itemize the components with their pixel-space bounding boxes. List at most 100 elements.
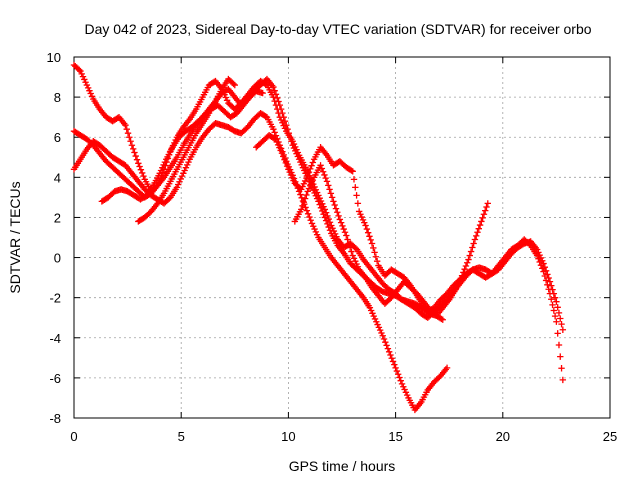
data-point-interp: [294, 153, 302, 160]
data-point-interp: [84, 84, 92, 92]
data-point-interp: [545, 286, 552, 293]
data-point: [278, 150, 286, 157]
data-point-interp: [129, 145, 137, 153]
data-point: [308, 220, 316, 227]
data-point-interp: [384, 345, 392, 352]
data-point-interp: [370, 312, 377, 320]
y-tick-label: 0: [54, 251, 61, 266]
data-point-interp: [311, 225, 318, 233]
data-point-interp: [310, 223, 317, 230]
data-point-interp: [358, 213, 365, 221]
data-point-interp: [223, 97, 231, 104]
data-point-interp: [281, 156, 288, 163]
data-point-interp: [393, 367, 401, 375]
data-point-interp: [438, 315, 445, 323]
data-point-interp: [318, 165, 326, 172]
data-point-interp: [467, 248, 475, 255]
data-point-interp: [354, 200, 362, 207]
x-axis-label: GPS time / hours: [289, 458, 396, 474]
data-point-interp: [555, 341, 563, 349]
data-point: [77, 67, 84, 75]
data-point-interp: [132, 152, 139, 160]
data-point-interp: [313, 195, 321, 202]
data-point-interp: [475, 225, 482, 232]
grid-lines: [74, 57, 610, 418]
data-point-interp: [307, 165, 314, 173]
data-point-interp: [124, 130, 132, 137]
data-point-interp: [322, 217, 330, 224]
data-point-interp: [456, 278, 463, 285]
data-point: [465, 256, 472, 263]
data-point-interp: [271, 135, 278, 142]
data-point-interp: [174, 181, 182, 188]
data-point-interp: [282, 159, 290, 167]
data-point-interp: [88, 93, 96, 100]
data-point-interp: [301, 167, 308, 174]
data-point-interp: [348, 248, 355, 255]
data-point: [317, 162, 324, 169]
data-point-interp: [353, 260, 360, 268]
y-tick-label: 8: [54, 90, 61, 105]
data-point-interp: [184, 161, 191, 169]
data-point: [546, 278, 554, 285]
data-point-interp: [326, 186, 333, 193]
data-point-interp: [301, 177, 309, 185]
data-point-interp: [549, 301, 556, 309]
data-point-interp: [388, 355, 395, 362]
data-point: [128, 142, 136, 149]
data-point-interp: [299, 183, 306, 190]
data-point-interp: [325, 223, 332, 231]
data-point: [540, 268, 547, 275]
data-point-interp: [131, 149, 138, 156]
x-tick-label: 10: [281, 429, 295, 444]
data-point: [553, 298, 560, 305]
data-point-interp: [457, 275, 464, 282]
data-point-interp: [371, 249, 378, 256]
data-point-interp: [474, 229, 481, 236]
data-point-interp: [479, 214, 486, 222]
data-point-interp: [300, 180, 308, 187]
x-tick-label: 20: [496, 429, 510, 444]
data-point-interp: [331, 201, 338, 209]
data-point: [343, 232, 350, 239]
data-point-interp: [309, 176, 317, 184]
data-point-interp: [367, 307, 375, 314]
data-point-interp: [453, 283, 461, 291]
data-point-interp: [280, 113, 287, 121]
data-point-interp: [293, 150, 300, 157]
y-tick-label: 4: [54, 170, 61, 185]
data-point-interp: [284, 126, 291, 133]
data-point-interp: [319, 168, 327, 175]
data-point-interp: [281, 117, 289, 125]
data-point: [276, 101, 284, 109]
series-4: [98, 87, 266, 205]
data-point-interp: [462, 262, 470, 270]
data-point-interp: [464, 259, 471, 266]
data-point: [452, 286, 459, 293]
data-point-interp: [123, 126, 130, 133]
data-point-interp: [354, 263, 362, 270]
chart-title: Day 042 of 2023, Sidereal Day-to-day VTE…: [84, 21, 591, 37]
data-point-interp: [324, 220, 331, 228]
data-point: [298, 186, 305, 193]
data-point-interp: [300, 199, 308, 206]
data-point-interp: [165, 195, 173, 202]
data-point-interp: [322, 174, 329, 182]
y-tick-label: -2: [49, 291, 61, 306]
data-point-interp: [370, 244, 377, 252]
data-point-interp: [557, 353, 564, 360]
data-point-interp: [357, 211, 364, 218]
data-point-interp: [79, 73, 87, 80]
data-point-interp: [312, 192, 320, 199]
data-point-interp: [297, 158, 304, 166]
data-point-interp: [279, 109, 286, 117]
data-point-interp: [340, 225, 347, 233]
data-point-interp: [280, 153, 287, 160]
data-point-interp: [541, 272, 549, 280]
data-point-interp: [230, 80, 237, 88]
data-point: [379, 332, 386, 339]
data-point: [231, 81, 238, 89]
data-point-interp: [382, 338, 389, 346]
data-point-interp: [526, 241, 533, 248]
data-point-interp: [352, 184, 359, 191]
